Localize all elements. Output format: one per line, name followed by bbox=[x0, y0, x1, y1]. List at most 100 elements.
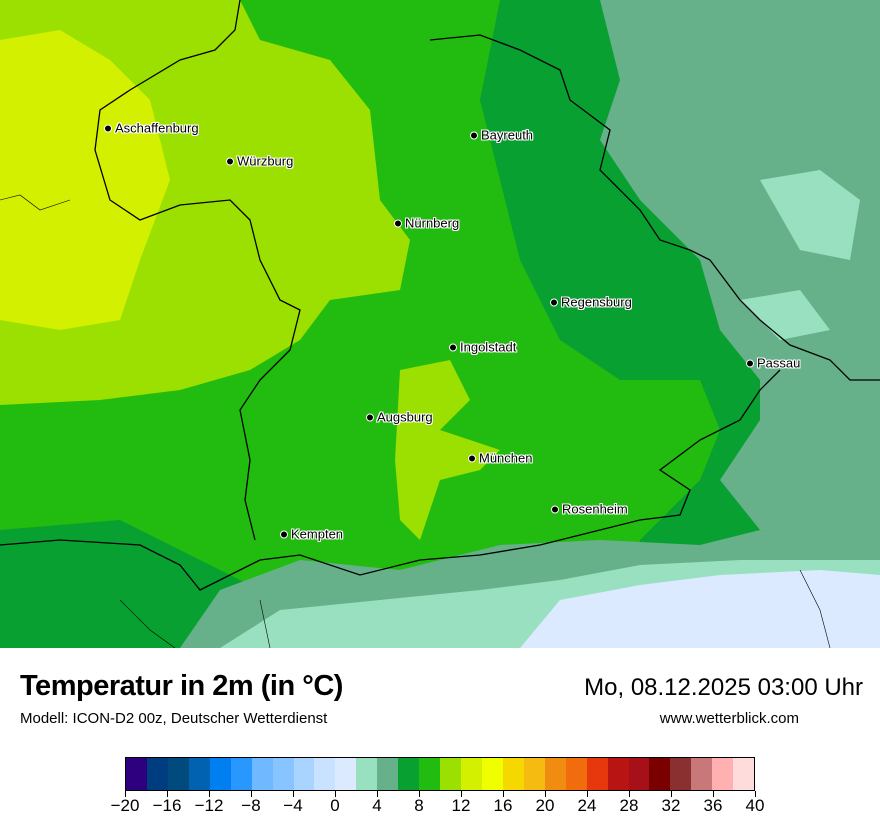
legend-tick-label: 28 bbox=[619, 796, 639, 815]
city-marker-muenchen: München bbox=[468, 451, 532, 466]
model-source: Modell: ICON-D2 00z, Deutscher Wetterdie… bbox=[20, 710, 328, 727]
legend-tick-label: −12 bbox=[194, 796, 224, 815]
city-dot bbox=[394, 219, 402, 227]
legend-color-bin bbox=[565, 758, 587, 790]
legend-color-bin bbox=[691, 758, 713, 790]
map-area-12-14 bbox=[0, 30, 170, 330]
city-marker-kempten: Kempten bbox=[280, 527, 343, 542]
legend-tick-label: −4 bbox=[283, 796, 303, 815]
legend-tick bbox=[628, 791, 630, 797]
city-marker-nuernberg: Nürnberg bbox=[394, 216, 459, 231]
map-area-4-6 bbox=[600, 0, 880, 550]
city-marker-regensburg: Regensburg bbox=[550, 295, 632, 310]
city-label: Ingolstadt bbox=[460, 339, 517, 355]
map-area-6-8 bbox=[0, 520, 260, 648]
city-marker-bayreuth: Bayreuth bbox=[470, 128, 533, 143]
city-marker-rosenheim: Rosenheim bbox=[551, 502, 628, 517]
legend-color-bin bbox=[398, 758, 420, 790]
city-label: München bbox=[479, 450, 533, 466]
legend-color-bin bbox=[544, 758, 566, 790]
legend-color-bin bbox=[502, 758, 524, 790]
legend-tick-label: −16 bbox=[152, 796, 182, 815]
city-dot bbox=[449, 343, 457, 351]
city-dot bbox=[468, 454, 476, 462]
legend-color-bin bbox=[314, 758, 336, 790]
legend-color-bin bbox=[230, 758, 252, 790]
city-marker-passau: Passau bbox=[746, 356, 800, 371]
legend-tick bbox=[376, 791, 378, 797]
legend-color-bin bbox=[712, 758, 734, 790]
district-borders bbox=[0, 194, 831, 648]
legend-tick-label: 20 bbox=[535, 796, 555, 815]
legend-tick-label: 36 bbox=[703, 796, 723, 815]
legend-tick bbox=[544, 791, 546, 797]
legend-tick-label: 12 bbox=[451, 796, 471, 815]
legend-tick-label: −8 bbox=[241, 796, 261, 815]
legend-color-bin bbox=[649, 758, 671, 790]
legend-color-bin bbox=[335, 758, 357, 790]
legend-tick bbox=[460, 791, 462, 797]
legend-color-bin bbox=[523, 758, 545, 790]
city-label: Würzburg bbox=[237, 153, 294, 169]
city-dot bbox=[366, 413, 374, 421]
legend-tick bbox=[502, 791, 504, 797]
legend-tick-label: 4 bbox=[372, 796, 382, 815]
map-area-2-4 bbox=[740, 170, 860, 340]
city-dot bbox=[470, 131, 478, 139]
legend-tick-label: 8 bbox=[414, 796, 424, 815]
legend-color-bin bbox=[272, 758, 294, 790]
legend-tick bbox=[166, 791, 168, 797]
temperature-map bbox=[0, 0, 880, 648]
legend-tick bbox=[418, 791, 420, 797]
legend-tick bbox=[754, 791, 756, 797]
city-label: Bayreuth bbox=[481, 127, 534, 143]
legend-tick bbox=[586, 791, 588, 797]
color-legend bbox=[125, 757, 755, 791]
legend-color-bin bbox=[188, 758, 210, 790]
city-marker-wuerzburg: Würzburg bbox=[226, 154, 293, 169]
legend-tick bbox=[712, 791, 714, 797]
website-credit: www.wetterblick.com bbox=[659, 710, 799, 727]
legend-color-bin bbox=[733, 758, 755, 790]
legend-color-bin bbox=[461, 758, 482, 790]
legend-ticks: −20 −16 −12 −8 −4 0 4 8 12 16 20 24 28 32 36 40 bbox=[111, 791, 764, 821]
legend-color-bin bbox=[293, 758, 315, 790]
forecast-datetime: Mo, 08.12.2025 03:00 Uhr bbox=[584, 674, 863, 701]
legend-color-bin bbox=[167, 758, 189, 790]
city-marker-ingolstadt: Ingolstadt bbox=[449, 340, 516, 355]
legend-color-bin bbox=[251, 758, 273, 790]
map-area-10-12 bbox=[395, 360, 500, 540]
legend-tick-label: 24 bbox=[577, 796, 597, 815]
legend-color-bin bbox=[126, 758, 147, 790]
legend-tick bbox=[670, 791, 672, 797]
city-marker-aschaffenburg: Aschaffenburg bbox=[104, 121, 199, 136]
legend-color-bin bbox=[377, 758, 399, 790]
legend-color-bin bbox=[209, 758, 231, 790]
legend-tick-label: 16 bbox=[493, 796, 513, 815]
legend-tick-label: 40 bbox=[745, 796, 765, 815]
city-dot bbox=[551, 505, 559, 513]
city-dot bbox=[746, 359, 754, 367]
legend-tick bbox=[208, 791, 210, 797]
state-border bbox=[0, 0, 880, 591]
city-label: Aschaffenburg bbox=[115, 120, 199, 136]
city-dot bbox=[550, 298, 558, 306]
legend-color-bin bbox=[419, 758, 441, 790]
legend-color-bin bbox=[586, 758, 608, 790]
legend-color-bin bbox=[607, 758, 629, 790]
city-label: Passau bbox=[757, 355, 801, 371]
city-label: Augsburg bbox=[377, 409, 433, 425]
legend-color-bin bbox=[481, 758, 503, 790]
legend-tick-label: 0 bbox=[330, 796, 340, 815]
legend-tick-label: 32 bbox=[661, 796, 681, 815]
city-label: Regensburg bbox=[561, 294, 632, 310]
legend-tick bbox=[124, 791, 126, 797]
legend-color-bin bbox=[440, 758, 461, 790]
legend-color-bin bbox=[670, 758, 692, 790]
city-marker-augsburg: Augsburg bbox=[366, 410, 433, 425]
city-label: Kempten bbox=[291, 526, 344, 542]
city-label: Rosenheim bbox=[562, 501, 628, 517]
legend-tick bbox=[292, 791, 294, 797]
city-dot bbox=[226, 157, 234, 165]
legend-color-bin bbox=[146, 758, 168, 790]
